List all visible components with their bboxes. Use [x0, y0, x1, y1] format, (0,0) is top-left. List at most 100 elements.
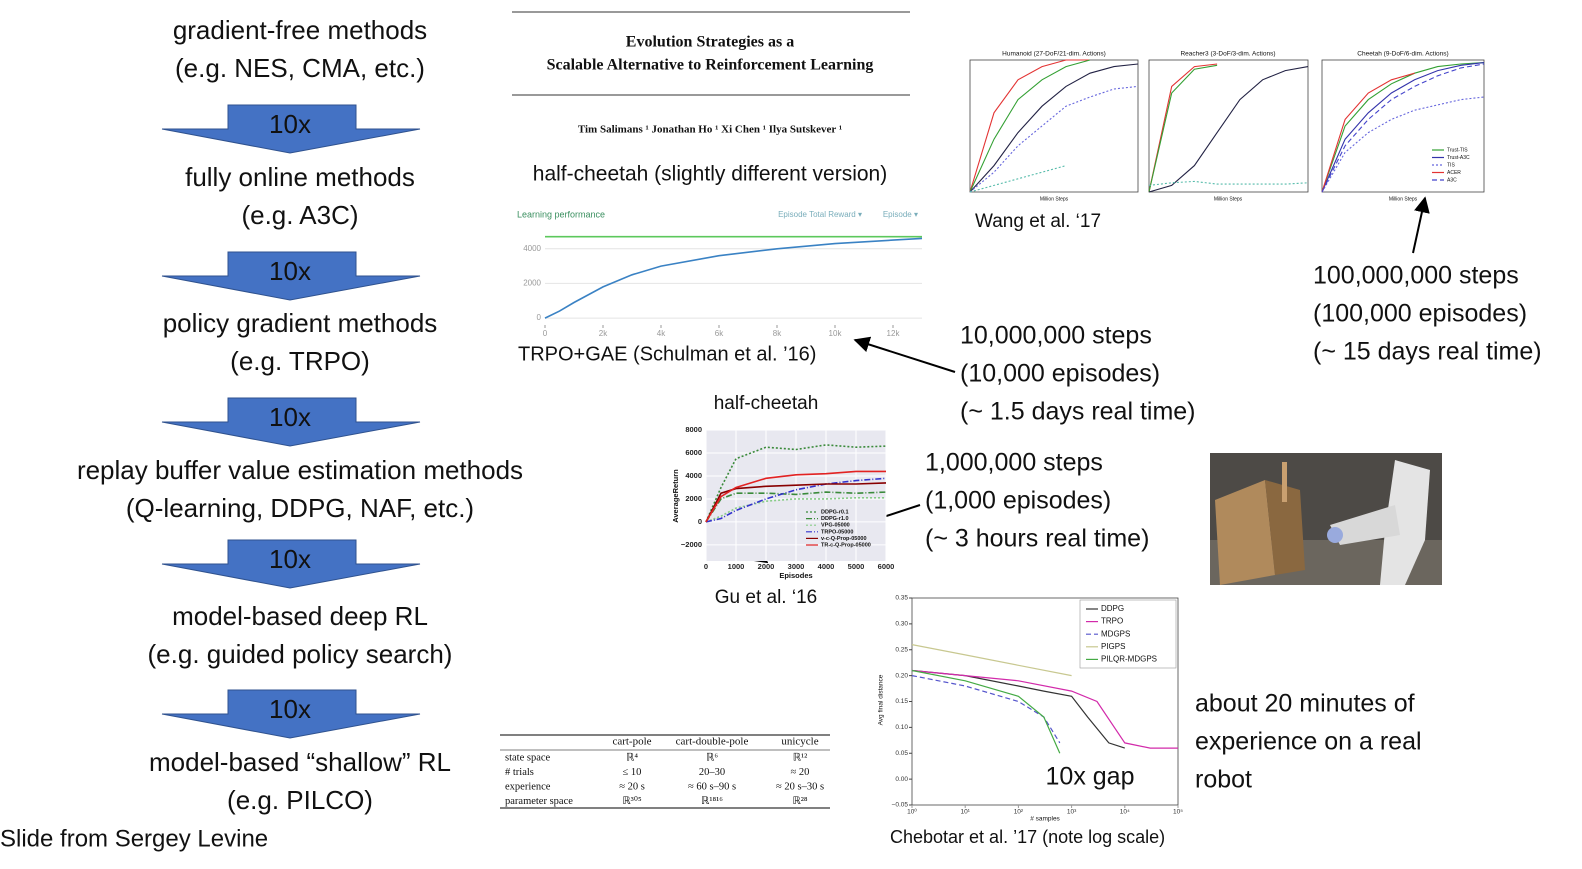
series-line	[969, 59, 1090, 193]
annotation-line: 10,000,000 steps	[960, 322, 1152, 350]
arrow	[853, 336, 956, 373]
y-tick-label: 0.25	[895, 646, 908, 653]
method-title: fully online methods	[185, 162, 415, 192]
photo-cabinet-side	[1265, 480, 1305, 575]
table-cell: ℝ³⁰⁵	[622, 795, 642, 807]
paper-title: Scalable Alternative to Reinforcement Le…	[547, 57, 874, 74]
annotation-line: (~ 1.5 days real time)	[960, 398, 1196, 426]
table-cell: state space	[505, 752, 551, 763]
arrow-label: 10x	[269, 544, 311, 574]
annotation-line: (~ 3 hours real time)	[925, 525, 1149, 553]
chart-caption: Wang et al. ‘17	[975, 211, 1101, 232]
y-tick-label: 0.05	[895, 750, 908, 757]
x-tick-label: 10⁰	[907, 808, 917, 816]
legend-entry: ACER	[1447, 170, 1461, 176]
y-tick-label: 8000	[685, 425, 702, 434]
method-title: replay buffer value estimation methods	[77, 455, 523, 485]
annotations: 10,000,000 steps (10,000 episodes) (~ 1.5 …	[925, 262, 1542, 794]
x-tick-label: 10²	[1014, 809, 1024, 816]
series-line	[911, 669, 1178, 749]
annotation-line: (100,000 episodes)	[1313, 300, 1527, 328]
paper-authors: Tim Salimans ¹ Jonathan Ho ¹ Xi Chen ¹ I…	[578, 124, 842, 136]
down-arrow	[161, 539, 421, 589]
x-tick-label: 4k	[657, 329, 666, 338]
table-cell: 20–30	[699, 767, 725, 778]
plot-frame	[1321, 59, 1485, 193]
chart-control: Episode Total Reward ▾	[778, 210, 862, 219]
series-line	[1321, 63, 1485, 193]
annotation-line: about 20 minutes of	[1195, 690, 1415, 718]
table-header: cart-double-pole	[676, 736, 749, 748]
table-cell: experience	[505, 781, 551, 792]
chart-caption: TRPO+GAE (Schulman et al. ’16)	[518, 343, 816, 365]
x-tick-label: 3000	[788, 562, 805, 571]
method-example: (e.g. TRPO)	[230, 346, 370, 376]
x-axis-label: Million Steps	[1040, 196, 1069, 202]
series-line	[1321, 72, 1415, 193]
x-tick-label: 10k	[829, 329, 843, 338]
x-tick-label: 10³	[1067, 809, 1077, 816]
legend-entry: VPG-05000	[821, 523, 850, 529]
down-arrow	[161, 251, 421, 301]
table-cell: ℝ⁶	[706, 751, 718, 763]
table-cell: ℝ²⁸	[792, 795, 807, 807]
table-cell: ≈ 20	[791, 767, 810, 778]
legend-entry: Trust-A3C	[1447, 155, 1470, 161]
series-line	[1148, 63, 1218, 193]
method-example: (Q-learning, DDPG, NAF, etc.)	[126, 493, 474, 523]
legend-entry: v-c-Q-Prop-05000	[821, 536, 867, 542]
method-title: model-based “shallow” RL	[149, 747, 451, 777]
chart-heading: half-cheetah (slightly different version…	[533, 163, 887, 186]
photo-handle	[1282, 462, 1287, 502]
x-axis-label: Episodes	[779, 571, 812, 580]
x-tick-label: 4000	[818, 562, 835, 571]
y-tick-label: 0.10	[895, 724, 908, 731]
series-line	[705, 497, 886, 523]
arrow-label: 10x	[269, 256, 311, 286]
x-tick-label: 5000	[848, 562, 865, 571]
series-line	[1148, 66, 1309, 193]
legend-entry: PILQR-MDGPS	[1101, 655, 1157, 664]
x-tick-label: 0	[704, 562, 708, 571]
chart-title: Learning performance	[517, 209, 605, 219]
legend-entry: PIGPS	[1101, 642, 1125, 651]
y-tick-label: 2000	[523, 279, 541, 288]
chart-title: half-cheetah	[714, 393, 819, 414]
table-cell: ℝ¹²	[793, 751, 808, 763]
chart-caption: Chebotar et al. ’17 (note log scale)	[890, 827, 1165, 847]
legend-entry: MDGPS	[1101, 629, 1130, 638]
series-line	[1321, 62, 1485, 193]
series-line	[969, 85, 1139, 193]
table-header: cart-pole	[612, 736, 651, 748]
y-tick-label: 0.30	[895, 621, 908, 628]
table-cell: ℝ¹⁸¹⁶	[701, 795, 723, 807]
annotation-line: (10,000 episodes)	[960, 360, 1160, 388]
table-cell: parameter space	[505, 796, 573, 807]
arrow	[1412, 196, 1430, 254]
arrow-label: 10x	[269, 402, 311, 432]
series-line	[911, 669, 1125, 749]
arrow-label: 10x	[269, 109, 311, 139]
legend-entry: TRPO	[1101, 617, 1123, 626]
x-tick-label: 10⁴	[1120, 809, 1130, 816]
method-example: (e.g. guided policy search)	[148, 639, 453, 669]
x-tick-label: 2k	[599, 329, 608, 338]
series-line	[705, 482, 887, 523]
x-tick-label: 12k	[887, 329, 901, 338]
photo-robot	[1380, 460, 1430, 585]
chart: Reacher3 (3-DoF/3-dim. Actions) Million S…	[1148, 51, 1309, 202]
y-tick-label: 0	[698, 517, 702, 526]
table-cell: ≈ 20 s	[619, 781, 645, 792]
legend-entry: A3C	[1447, 177, 1457, 183]
charts: 0 2000 4000 0 2k 4k 6k 8k 10k 12k half-cheetah (sl…	[517, 51, 1485, 847]
chart-title: Cheetah (9-DoF/6-dim. Actions)	[1357, 51, 1448, 58]
series-line	[1321, 62, 1485, 193]
x-tick-label: 2000	[758, 562, 775, 571]
annotation-line: (1,000 episodes)	[925, 487, 1111, 515]
down-arrow	[161, 104, 421, 154]
x-tick-label: 10¹	[960, 809, 970, 816]
down-arrow	[161, 689, 421, 739]
method-title: gradient-free methods	[173, 15, 427, 45]
series-line	[1148, 64, 1218, 193]
series-line	[705, 444, 887, 523]
